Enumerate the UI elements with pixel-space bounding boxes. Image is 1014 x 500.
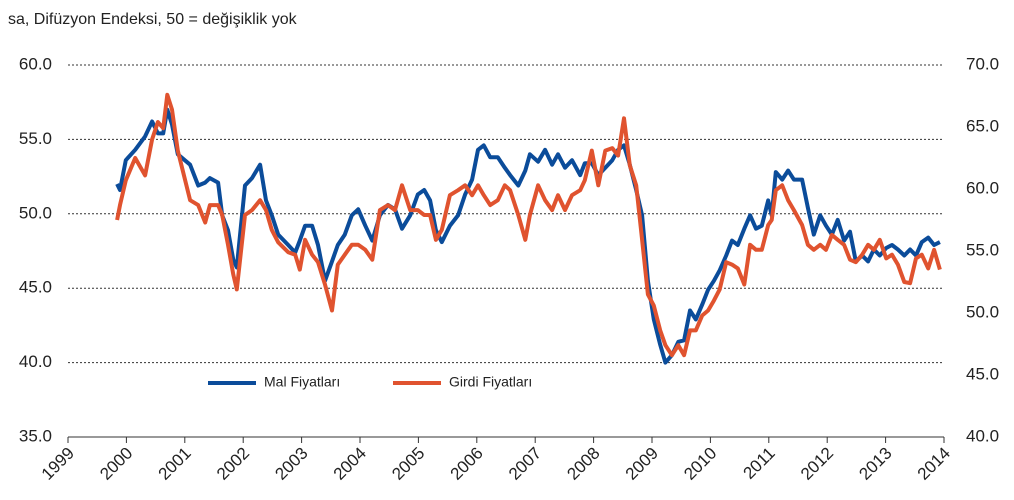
x-tick-label: 2006 <box>447 444 487 484</box>
x-tick-label: 2012 <box>797 444 837 484</box>
y-tick-label: 35.0 <box>19 426 52 445</box>
chart-subtitle: sa, Difüzyon Endeksi, 50 = değişiklik yo… <box>8 11 298 28</box>
y2-tick-label: 50.0 <box>966 302 999 321</box>
x-tick-label: 2004 <box>330 444 370 484</box>
y-tick-label: 40.0 <box>19 352 52 371</box>
x-tick-label: 2002 <box>213 444 253 484</box>
legend-label: Girdi Fiyatları <box>449 374 532 390</box>
x-tick-label: 2011 <box>740 444 779 483</box>
x-tick-label: 2007 <box>505 444 545 484</box>
y2-tick-label: 55.0 <box>966 240 999 259</box>
x-tick-label: 2000 <box>96 444 136 484</box>
x-tick-label: 2003 <box>271 444 311 484</box>
y2-tick-label: 65.0 <box>966 116 999 135</box>
x-tick-label: 2008 <box>563 444 603 484</box>
x-tick-label: 2013 <box>855 444 895 484</box>
y-tick-label: 45.0 <box>19 278 52 297</box>
x-tick-label: 2010 <box>680 444 720 484</box>
x-tick-label: 2014 <box>914 444 954 484</box>
series-line <box>115 107 941 365</box>
y-tick-label: 55.0 <box>19 129 52 148</box>
x-tick-label: 2001 <box>155 444 195 484</box>
y-tick-label: 50.0 <box>19 203 52 222</box>
y2-tick-label: 45.0 <box>966 364 999 383</box>
y2-tick-label: 60.0 <box>966 178 999 197</box>
series-line <box>115 92 942 358</box>
x-tick-label: 2005 <box>388 444 428 484</box>
x-tick-label: 2009 <box>622 444 662 484</box>
y2-tick-label: 70.0 <box>966 54 999 73</box>
y-tick-label: 60.0 <box>19 54 52 73</box>
legend-label: Mal Fiyatları <box>264 374 340 390</box>
x-tick-label: 1999 <box>38 444 78 484</box>
y2-tick-label: 40.0 <box>966 426 999 445</box>
